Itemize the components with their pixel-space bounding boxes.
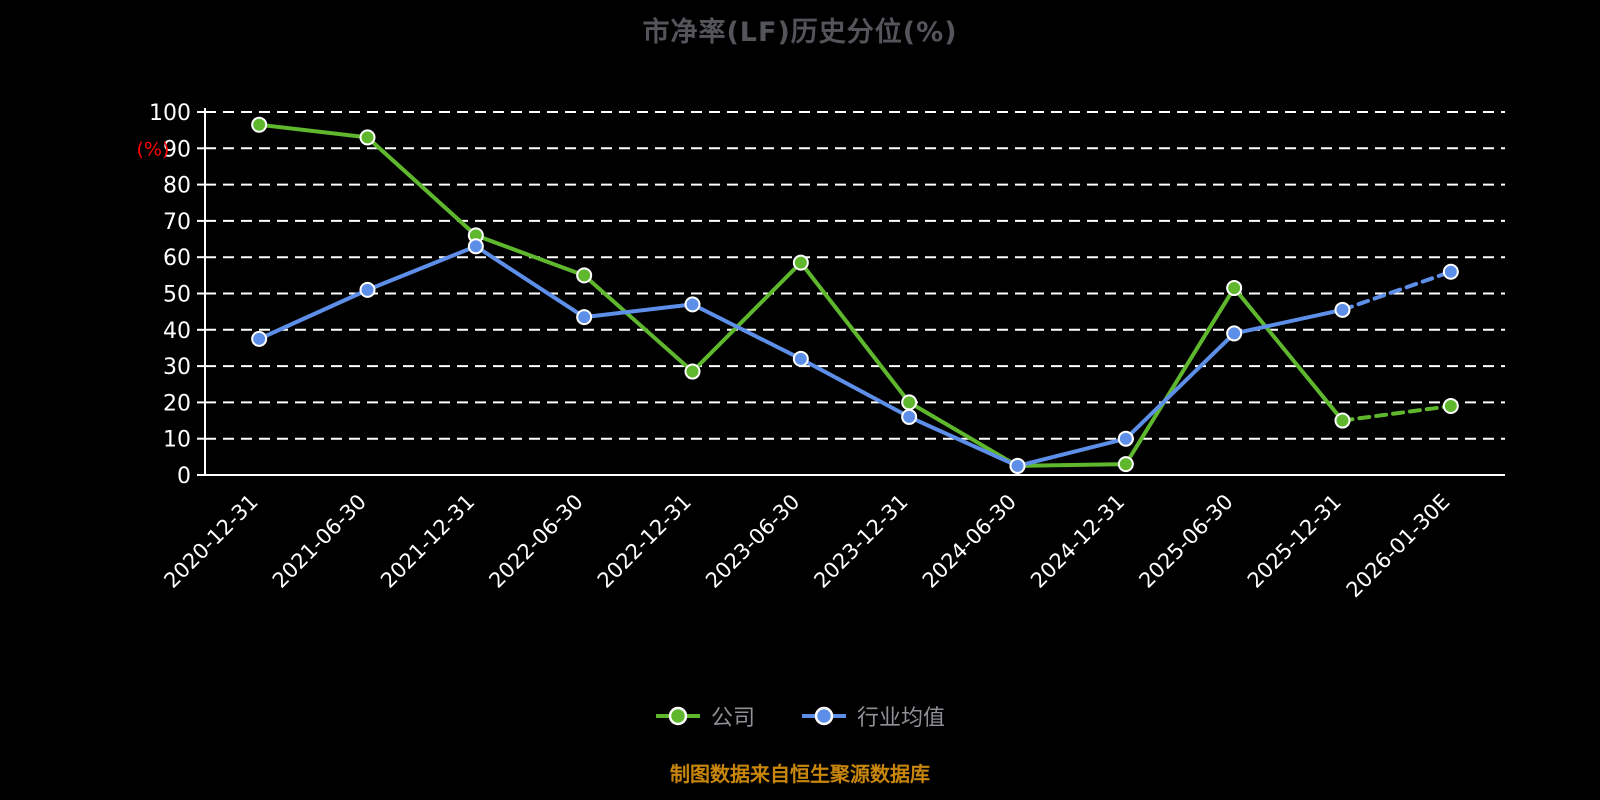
y-tick-label: 100 bbox=[149, 101, 191, 126]
x-tick-label: 2023-12-31 bbox=[809, 490, 912, 593]
data-point[interactable] bbox=[576, 267, 593, 284]
y-tick-label: 20 bbox=[163, 391, 191, 416]
data-source-note: 制图数据来自恒生聚源数据库 bbox=[670, 762, 930, 786]
data-point[interactable] bbox=[901, 408, 918, 425]
data-point[interactable] bbox=[1442, 398, 1459, 415]
legend-item-industry-average[interactable]: 行业均值 bbox=[801, 700, 945, 732]
data-point[interactable] bbox=[1226, 325, 1243, 342]
series-line-0-estimate bbox=[1340, 404, 1453, 423]
y-tick-label: 40 bbox=[163, 319, 191, 344]
data-point[interactable] bbox=[1334, 412, 1351, 429]
y-tick-label: 10 bbox=[163, 428, 191, 453]
x-tick-label: 2023-06-30 bbox=[701, 490, 804, 593]
data-point[interactable] bbox=[251, 330, 268, 347]
y-tick-label: 90 bbox=[163, 137, 191, 162]
x-tick-label: 2022-06-30 bbox=[484, 490, 587, 593]
legend-marker-industry-icon bbox=[802, 706, 846, 726]
x-tick-label: 2025-06-30 bbox=[1134, 490, 1237, 593]
legend-item-company[interactable]: 公司 bbox=[655, 700, 755, 732]
y-axis-unit-label: (%) bbox=[137, 139, 170, 161]
series-line-1-estimate bbox=[1340, 269, 1453, 312]
data-point[interactable] bbox=[1226, 280, 1243, 297]
x-tick-label: 2024-06-30 bbox=[918, 490, 1021, 593]
x-tick-label: 2024-12-31 bbox=[1026, 490, 1129, 593]
data-point[interactable] bbox=[901, 394, 918, 411]
legend-marker-company-icon bbox=[655, 706, 700, 726]
x-tick-label: 2026-01-30E bbox=[1342, 490, 1455, 603]
data-point[interactable] bbox=[684, 363, 701, 380]
y-tick-label: 60 bbox=[163, 246, 191, 271]
y-tick-label: 30 bbox=[163, 355, 191, 380]
series-line-0 bbox=[257, 122, 1345, 468]
data-point[interactable] bbox=[1334, 301, 1351, 318]
y-tick-label: 80 bbox=[163, 174, 191, 199]
data-point[interactable] bbox=[792, 254, 809, 271]
y-tick-label: 50 bbox=[163, 283, 191, 308]
data-point[interactable] bbox=[576, 309, 593, 326]
y-tick-label: 70 bbox=[163, 210, 191, 235]
legend-label-company: 公司 bbox=[710, 706, 755, 731]
data-point[interactable] bbox=[1117, 456, 1134, 473]
data-point[interactable] bbox=[251, 116, 268, 133]
x-tick-label: 2020-12-31 bbox=[159, 490, 262, 593]
data-point[interactable] bbox=[684, 296, 701, 313]
data-point[interactable] bbox=[1009, 457, 1026, 474]
data-point[interactable] bbox=[1442, 263, 1459, 280]
x-tick-label: 2025-12-31 bbox=[1243, 490, 1346, 593]
legend-label-industry-average: 行业均值 bbox=[857, 706, 946, 731]
data-point[interactable] bbox=[359, 281, 376, 298]
data-point[interactable] bbox=[1117, 430, 1134, 447]
data-point[interactable] bbox=[467, 238, 484, 255]
data-point[interactable] bbox=[792, 350, 809, 367]
x-tick-label: 2021-06-30 bbox=[268, 490, 371, 593]
chart-legend: 公司 行业均值 bbox=[0, 700, 1600, 732]
chart-title: 市净率(LF)历史分位(%) bbox=[642, 17, 958, 48]
x-tick-label: 2022-12-31 bbox=[593, 490, 696, 593]
data-point[interactable] bbox=[359, 129, 376, 146]
y-tick-label: 0 bbox=[177, 464, 191, 489]
x-tick-label: 2021-12-31 bbox=[376, 490, 479, 593]
